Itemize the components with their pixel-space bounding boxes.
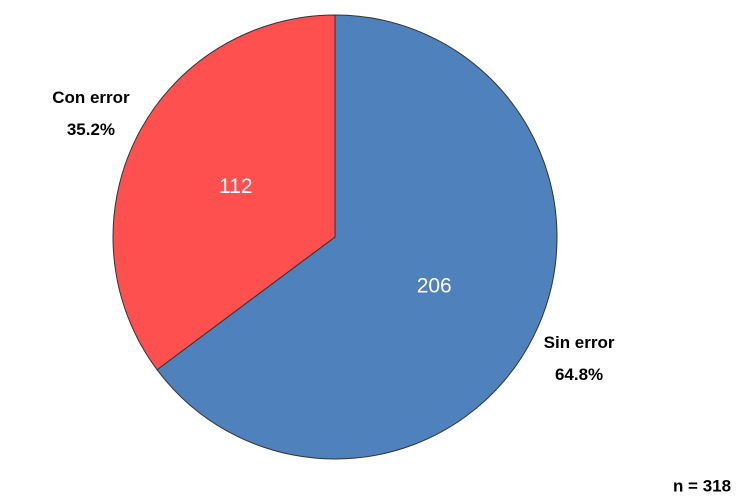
slice-category-label: Con error	[52, 88, 130, 107]
slice-percentage-label: 64.8%	[555, 365, 603, 384]
pie-slice	[156, 14, 558, 460]
slice-value-label: 206	[417, 274, 452, 297]
slice-value-label: 112	[219, 175, 252, 198]
slice-percentage-label: 35.2%	[67, 120, 115, 139]
pie-slice	[112, 14, 336, 371]
slice-category-label: Sin error	[544, 333, 615, 352]
annotation: n = 318	[673, 476, 731, 495]
